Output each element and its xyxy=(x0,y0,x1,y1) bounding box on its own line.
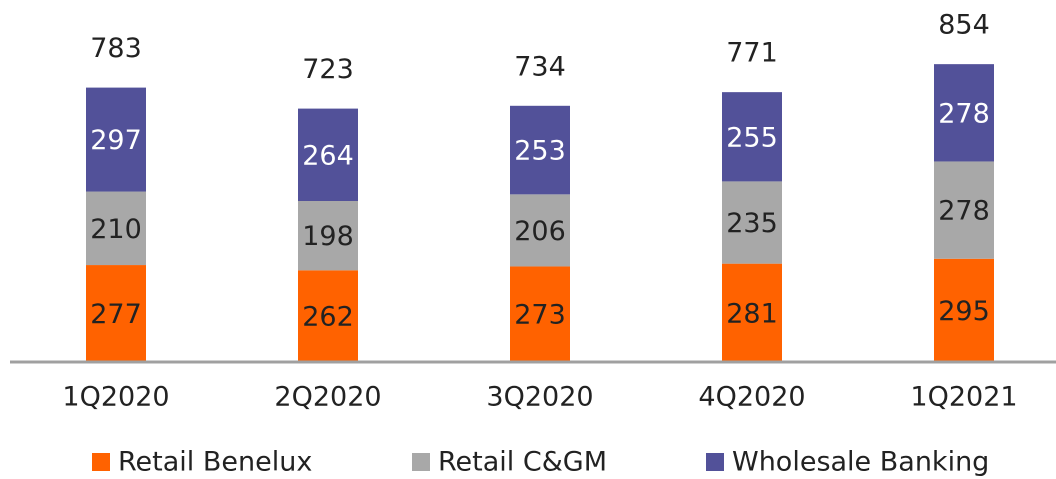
bar-segment xyxy=(510,105,570,195)
data-label: 210 xyxy=(90,214,142,245)
data-label: 297 xyxy=(90,125,142,156)
bar-segment xyxy=(722,92,782,182)
data-label: 281 xyxy=(726,298,778,329)
bar-segment xyxy=(722,181,782,264)
total-label: 734 xyxy=(514,51,566,82)
data-label: 278 xyxy=(938,98,990,129)
legend-label: Wholesale Banking xyxy=(732,447,989,478)
data-label: 198 xyxy=(302,221,354,252)
bar-segment xyxy=(510,266,570,362)
bar-segment xyxy=(298,270,358,362)
bar-segment xyxy=(86,87,146,192)
bar-segment xyxy=(86,265,146,362)
x-tick-label: 1Q2021 xyxy=(910,382,1017,413)
bar-segment xyxy=(510,194,570,267)
bar-segment xyxy=(934,258,994,362)
x-tick-label: 4Q2020 xyxy=(698,382,805,413)
data-label: 295 xyxy=(938,296,990,327)
x-tick-label: 3Q2020 xyxy=(486,382,593,413)
bar-segment xyxy=(298,108,358,201)
legend-swatch xyxy=(706,453,724,471)
data-label: 277 xyxy=(90,299,142,330)
data-label: 255 xyxy=(726,122,778,153)
legend-label: Retail Benelux xyxy=(118,447,312,478)
data-label: 253 xyxy=(514,136,566,167)
data-label: 273 xyxy=(514,300,566,331)
legend-swatch xyxy=(92,453,110,471)
total-label: 783 xyxy=(90,33,142,64)
x-tick-label: 1Q2020 xyxy=(62,382,169,413)
data-label: 278 xyxy=(938,196,990,227)
x-tick-label: 2Q2020 xyxy=(274,382,381,413)
total-label: 723 xyxy=(302,54,354,85)
bar-segment xyxy=(298,201,358,271)
total-label: 854 xyxy=(938,10,990,41)
data-label: 264 xyxy=(302,140,354,171)
legend-label: Retail C&GM xyxy=(438,447,607,478)
bar-segment xyxy=(934,161,994,259)
bar-segment xyxy=(934,64,994,162)
data-label: 262 xyxy=(302,302,354,333)
data-label: 206 xyxy=(514,216,566,247)
bar-segment xyxy=(722,263,782,362)
legend-swatch xyxy=(412,453,430,471)
data-label: 235 xyxy=(726,208,778,239)
bar-segment xyxy=(86,191,146,266)
total-label: 771 xyxy=(726,38,778,69)
